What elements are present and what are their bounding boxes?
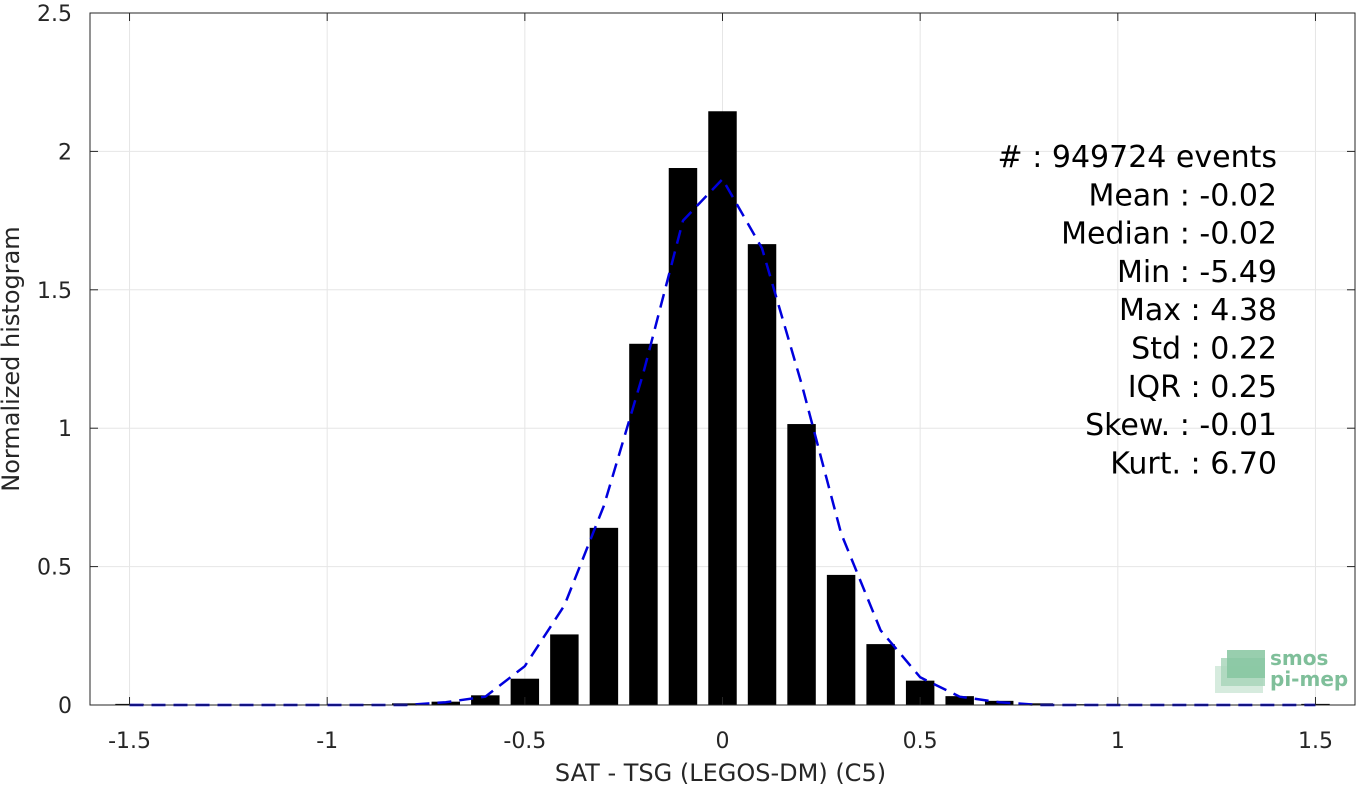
y-tick-label: 1 [58,417,72,442]
x-tick-label: -1.5 [108,729,151,754]
y-tick-label: 1.5 [37,279,72,304]
y-axis-ticks: 0 0.5 1 1.5 2 2.5 [37,2,1355,719]
histogram-bars [115,111,1330,706]
histogram-bar [668,168,698,705]
y-axis-label: Normalized histogram [0,226,25,491]
x-tick-label: 0 [716,729,730,754]
stat-line: Mean : -0.02 [1088,178,1277,213]
x-axis-label: SAT - TSG (LEGOS-DM) (C5) [555,759,886,785]
x-tick-label: 0.5 [903,729,938,754]
stat-line: Median : -0.02 [1061,217,1277,252]
histogram-bar [945,696,974,705]
x-tick-label: 1.5 [1298,729,1333,754]
logo-text-smos: smos [1270,646,1328,670]
histogram-bar [589,527,619,705]
x-tick-label: -1 [316,729,338,754]
stat-line: Skew. : -0.01 [1085,408,1277,443]
stat-line: Min : -5.49 [1117,255,1277,290]
x-axis-ticks: -1.5 -1 -0.5 0 0.5 1 1.5 [108,13,1333,754]
histogram-bar [787,424,816,705]
y-tick-label: 0.5 [37,556,72,581]
histogram-bar [747,244,777,706]
histogram-bar [471,695,500,705]
histogram-bar [550,634,579,705]
histogram-bar [708,111,737,706]
stat-line: Std : 0.22 [1131,332,1277,367]
histogram-bar [629,343,658,705]
y-tick-label: 2.5 [37,2,72,27]
stat-line: IQR : 0.25 [1128,370,1277,405]
y-tick-label: 0 [58,694,72,719]
stat-line: Max : 4.38 [1119,293,1277,328]
histogram-bar [826,574,856,705]
x-tick-label: -0.5 [503,729,546,754]
logo-text-pi-mep: pi-mep [1270,667,1348,691]
logo-icon [1215,650,1265,693]
smos-pi-mep-logo: smos pi-mep [1215,646,1348,693]
stat-line: Kurt. : 6.70 [1110,446,1277,481]
histogram-bar [866,644,895,705]
x-tick-label: 1 [1111,729,1125,754]
histogram-bar [1024,703,1053,705]
y-tick-label: 2 [58,140,72,165]
stat-line: # : 949724 events [998,140,1277,175]
